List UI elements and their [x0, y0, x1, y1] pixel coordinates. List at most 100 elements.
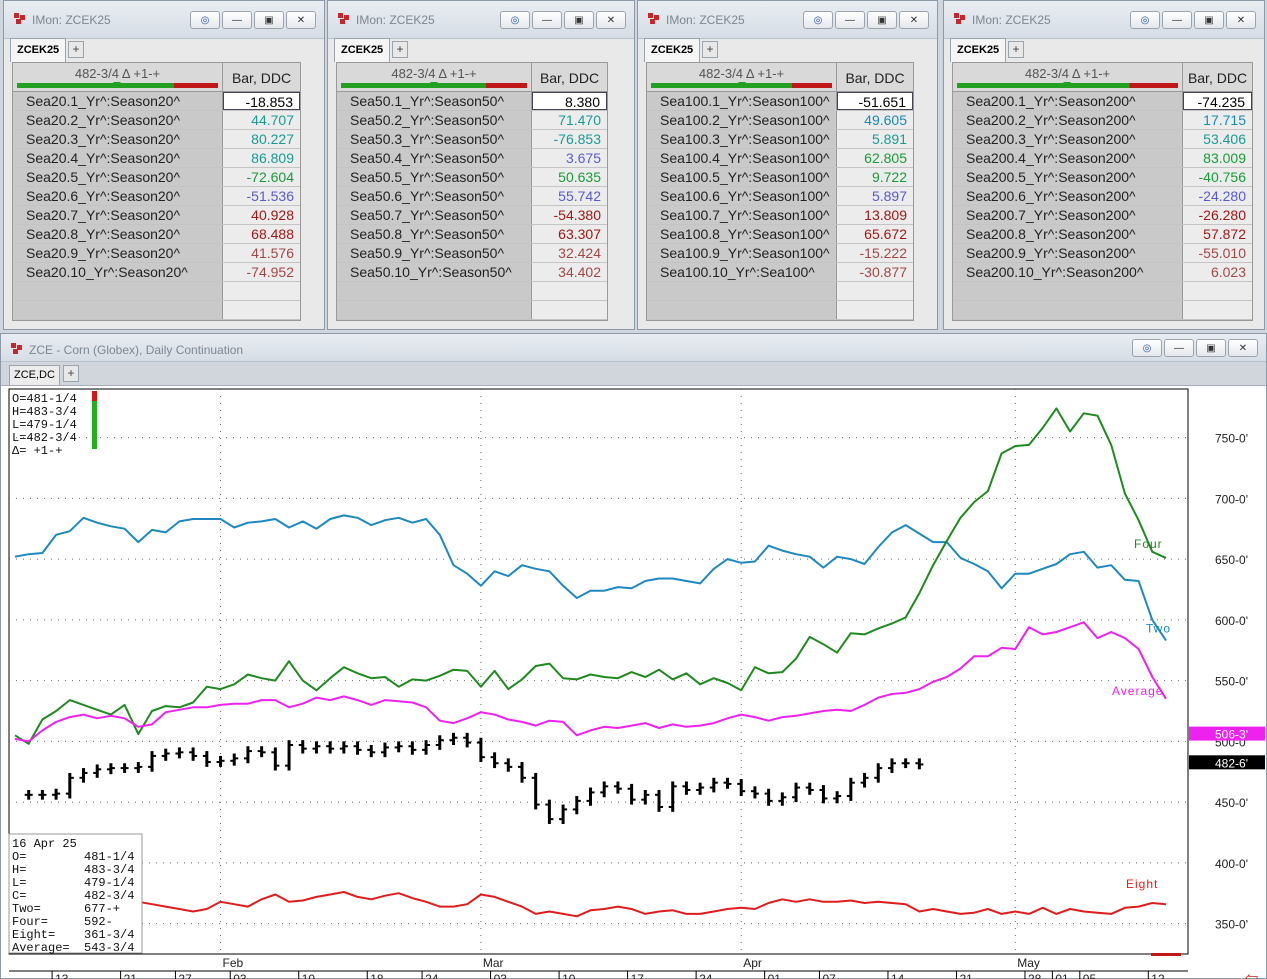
close-button[interactable]: ✕	[286, 11, 316, 29]
table-row[interactable]: Sea100.4_Yr^:Season100^ 62.805	[647, 149, 913, 168]
table-row[interactable]: Sea50.2_Yr^:Season50^ 71.470	[337, 111, 607, 130]
grid-header-symbol[interactable]: 482-3/4 Δ +1-+	[337, 63, 532, 91]
table-row[interactable]: Sea200.1_Yr^:Season200^ -74.235	[953, 92, 1252, 111]
study-value-cell[interactable]: -76.853	[532, 130, 607, 148]
add-tab-button[interactable]: +	[392, 41, 408, 58]
table-row[interactable]: Sea200.9_Yr^:Season200^ -55.010	[953, 244, 1252, 263]
study-value-cell[interactable]: 3.675	[532, 149, 607, 167]
monitor-titlebar[interactable]: IMon: ZCEK25 ◎ — ▣ ✕	[4, 1, 324, 39]
link-icon[interactable]: ◎	[1132, 339, 1162, 357]
table-row[interactable]: Sea50.3_Yr^:Season50^ -76.853	[337, 130, 607, 149]
table-row[interactable]: Sea100.10_Yr^:Sea100^ -30.877	[647, 263, 913, 282]
study-value-cell[interactable]: -72.604	[223, 168, 300, 186]
table-row[interactable]: Sea50.9_Yr^:Season50^ 32.424	[337, 244, 607, 263]
grid-header-symbol[interactable]: 482-3/4 Δ +1-+	[647, 63, 837, 91]
table-row[interactable]: Sea50.5_Yr^:Season50^ 50.635	[337, 168, 607, 187]
table-row[interactable]: Sea50.1_Yr^:Season50^ 8.380	[337, 92, 607, 111]
tab-zcek25[interactable]: ZCEK25	[334, 38, 391, 62]
close-button[interactable]: ✕	[1226, 11, 1256, 29]
table-row[interactable]: Sea20.9_Yr^:Season20^ 41.576	[13, 244, 300, 263]
add-tab-button[interactable]: +	[1008, 41, 1024, 58]
table-row[interactable]: Sea200.8_Yr^:Season200^ 57.872	[953, 225, 1252, 244]
study-value-cell[interactable]: -15.222	[837, 244, 913, 262]
grid-header-symbol[interactable]: 482-3/4 Δ +1-+	[953, 63, 1183, 91]
minimize-button[interactable]: —	[1162, 11, 1192, 29]
table-row[interactable]: Sea20.3_Yr^:Season20^ 80.227	[13, 130, 300, 149]
table-row[interactable]: Sea100.8_Yr^:Season100^ 65.672	[647, 225, 913, 244]
tab-zcek25[interactable]: ZCEK25	[950, 38, 1007, 62]
table-row[interactable]: Sea200.4_Yr^:Season200^ 83.009	[953, 149, 1252, 168]
scroll-left-icon[interactable]: ⇦	[1245, 970, 1258, 979]
add-tab-button[interactable]: +	[68, 41, 84, 58]
study-value-cell[interactable]: -18.853	[223, 92, 300, 110]
close-button[interactable]: ✕	[596, 11, 626, 29]
study-value-cell[interactable]: 41.576	[223, 244, 300, 262]
study-value-cell[interactable]: 50.635	[532, 168, 607, 186]
link-icon[interactable]: ◎	[500, 11, 530, 29]
study-value-cell[interactable]: 40.928	[223, 206, 300, 224]
tab-zcek25[interactable]: ZCEK25	[10, 38, 67, 62]
monitor-titlebar[interactable]: IMon: ZCEK25 ◎ — ▣ ✕	[638, 1, 937, 39]
grid-header-symbol[interactable]: 482-3/4 Δ +1-+	[13, 63, 223, 91]
table-row[interactable]: Sea20.6_Yr^:Season20^ -51.536	[13, 187, 300, 206]
study-value-cell[interactable]: 62.805	[837, 149, 913, 167]
close-button[interactable]: ✕	[1228, 339, 1258, 357]
study-value-cell[interactable]: 9.722	[837, 168, 913, 186]
link-icon[interactable]: ◎	[190, 11, 220, 29]
minimize-button[interactable]: —	[532, 11, 562, 29]
study-value-cell[interactable]: -54.380	[532, 206, 607, 224]
study-value-cell[interactable]: -51.536	[223, 187, 300, 205]
study-value-cell[interactable]: -26.280	[1183, 206, 1252, 224]
grid-header-bar[interactable]: Bar, DDC	[845, 70, 905, 86]
study-value-cell[interactable]: -30.877	[837, 263, 913, 281]
table-row[interactable]: Sea20.7_Yr^:Season20^ 40.928	[13, 206, 300, 225]
add-tab-button[interactable]: +	[63, 365, 79, 382]
tab-zce-dc[interactable]: ZCE,DC	[9, 365, 60, 385]
study-value-cell[interactable]: 5.891	[837, 130, 913, 148]
table-row[interactable]: Sea100.3_Yr^:Season100^ 5.891	[647, 130, 913, 149]
study-value-cell[interactable]: 8.380	[532, 92, 607, 110]
study-value-cell[interactable]: 71.470	[532, 111, 607, 129]
tab-zcek25[interactable]: ZCEK25	[644, 38, 701, 62]
study-value-cell[interactable]: 13.809	[837, 206, 913, 224]
table-row[interactable]: Sea200.3_Yr^:Season200^ 53.406	[953, 130, 1252, 149]
chart-titlebar[interactable]: ZCE - Corn (Globex), Daily Continuation …	[1, 334, 1266, 362]
maximize-button[interactable]: ▣	[1196, 339, 1226, 357]
table-row[interactable]: Sea200.10_Yr^:Season200^ 6.023	[953, 263, 1252, 282]
table-row[interactable]: Sea100.5_Yr^:Season100^ 9.722	[647, 168, 913, 187]
grid-header-bar[interactable]: Bar, DDC	[539, 70, 600, 86]
study-value-cell[interactable]: 68.488	[223, 225, 300, 243]
grid-header-bar[interactable]: Bar, DDC	[1187, 70, 1248, 86]
study-value-cell[interactable]: 5.897	[837, 187, 913, 205]
study-value-cell[interactable]: 49.605	[837, 111, 913, 129]
monitor-titlebar[interactable]: IMon: ZCEK25 ◎ — ▣ ✕	[328, 1, 634, 39]
study-value-cell[interactable]: -74.952	[223, 263, 300, 281]
study-value-cell[interactable]: 86.809	[223, 149, 300, 167]
study-value-cell[interactable]: 80.227	[223, 130, 300, 148]
grid-header-bar[interactable]: Bar, DDC	[231, 70, 292, 86]
table-row[interactable]: Sea200.2_Yr^:Season200^ 17.715	[953, 111, 1252, 130]
study-value-cell[interactable]: 32.424	[532, 244, 607, 262]
table-row[interactable]: Sea50.7_Yr^:Season50^ -54.380	[337, 206, 607, 225]
table-row[interactable]: Sea100.7_Yr^:Season100^ 13.809	[647, 206, 913, 225]
study-value-cell[interactable]: -51.651	[837, 92, 913, 110]
monitor-titlebar[interactable]: IMon: ZCEK25 ◎ — ▣ ✕	[944, 1, 1264, 39]
minimize-button[interactable]: —	[835, 11, 865, 29]
table-row[interactable]: Sea20.5_Yr^:Season20^ -72.604	[13, 168, 300, 187]
table-row[interactable]: Sea50.6_Yr^:Season50^ 55.742	[337, 187, 607, 206]
study-value-cell[interactable]: -74.235	[1183, 92, 1252, 110]
table-row[interactable]: Sea200.5_Yr^:Season200^ -40.756	[953, 168, 1252, 187]
study-value-cell[interactable]: 63.307	[532, 225, 607, 243]
study-value-cell[interactable]: -55.010	[1183, 244, 1252, 262]
table-row[interactable]: Sea200.7_Yr^:Season200^ -26.280	[953, 206, 1252, 225]
study-value-cell[interactable]: 53.406	[1183, 130, 1252, 148]
table-row[interactable]: Sea200.6_Yr^:Season200^ -24.280	[953, 187, 1252, 206]
study-value-cell[interactable]: 44.707	[223, 111, 300, 129]
maximize-button[interactable]: ▣	[564, 11, 594, 29]
table-row[interactable]: Sea20.2_Yr^:Season20^ 44.707	[13, 111, 300, 130]
table-row[interactable]: Sea50.8_Yr^:Season50^ 63.307	[337, 225, 607, 244]
table-row[interactable]: Sea20.1_Yr^:Season20^ -18.853	[13, 92, 300, 111]
table-row[interactable]: Sea50.4_Yr^:Season50^ 3.675	[337, 149, 607, 168]
add-tab-button[interactable]: +	[702, 41, 718, 58]
study-value-cell[interactable]: 83.009	[1183, 149, 1252, 167]
